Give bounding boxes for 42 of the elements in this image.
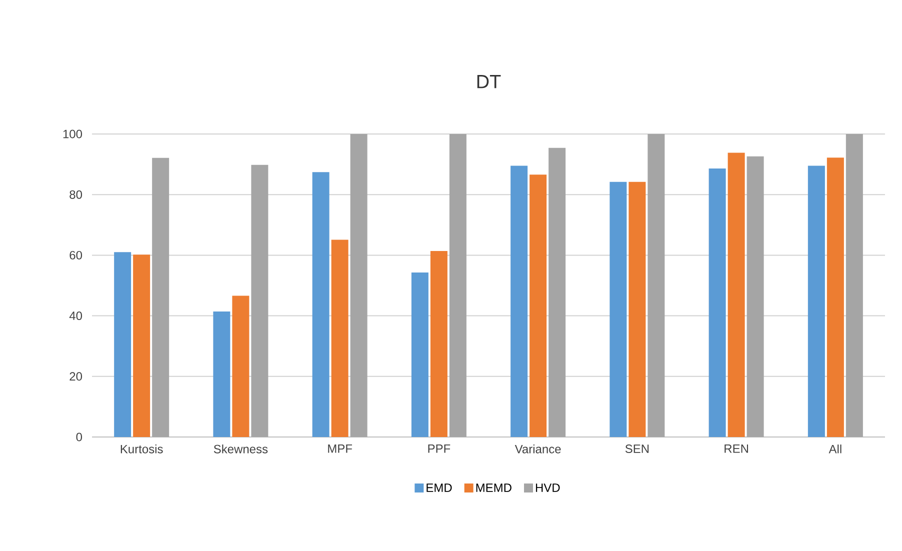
bar: [411, 272, 428, 437]
bar: [826, 158, 844, 437]
legend-label: MEMD: [476, 484, 512, 492]
bar: [510, 166, 528, 437]
bar: [213, 312, 230, 437]
x-tick-label: Variance: [514, 444, 561, 454]
y-tick-label: 0: [76, 432, 82, 442]
y-tick-label: 20: [70, 372, 82, 381]
legend-label: EMD: [426, 484, 452, 492]
x-tick-label: MPF: [328, 444, 352, 453]
x-tick-label: Skewness: [214, 444, 268, 454]
bar: [648, 134, 665, 437]
x-tick-label: All: [828, 444, 842, 454]
bar: [708, 168, 726, 437]
bar: [350, 134, 368, 437]
bar: [548, 148, 566, 437]
x-tick-label: SEN: [625, 444, 649, 454]
bar: [728, 152, 745, 437]
bar: [449, 134, 466, 437]
bar: [133, 254, 150, 437]
y-tick-label: 60: [70, 250, 82, 260]
bar: [610, 182, 627, 437]
bar: [846, 134, 863, 437]
y-tick-label: 80: [70, 190, 82, 199]
chart-title: DT: [477, 75, 501, 88]
bar: [312, 172, 330, 437]
bar: [430, 250, 448, 437]
bar: [114, 252, 132, 437]
bar: [232, 296, 250, 437]
y-tick-label: 40: [69, 312, 82, 320]
bar: [530, 174, 547, 437]
bar: [251, 164, 268, 437]
x-tick-label: Kurtosis: [120, 444, 163, 454]
bar: [746, 156, 764, 437]
y-tick-label: 100: [63, 130, 82, 138]
bar: [331, 240, 348, 437]
bar: [628, 182, 646, 437]
legend-label: HVD: [536, 484, 560, 492]
bar: [808, 166, 825, 437]
x-tick-label: PPF: [428, 444, 450, 453]
x-tick-label: REN: [724, 444, 748, 453]
bar: [152, 158, 170, 437]
